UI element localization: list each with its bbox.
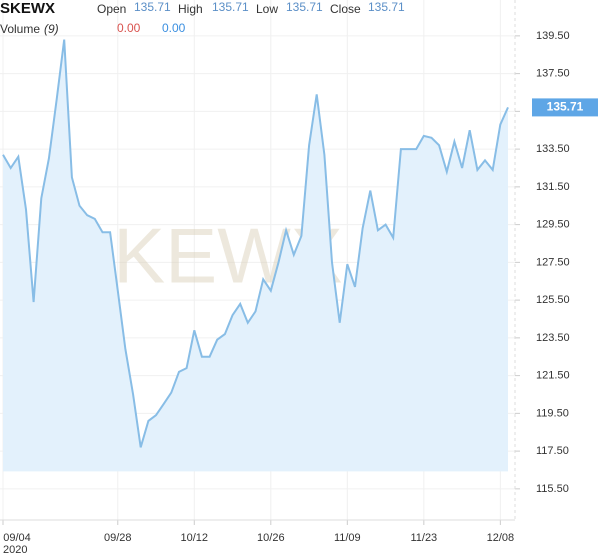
- y-tick-label: 133.50: [536, 143, 570, 155]
- x-tick-label: 11/09: [334, 532, 361, 544]
- y-tick-label: 131.50: [536, 181, 570, 193]
- y-tick-label: 121.50: [536, 370, 570, 382]
- open-value: 135.71: [134, 0, 171, 14]
- y-tick-label: 123.50: [536, 332, 570, 344]
- y-tick-label: 119.50: [536, 407, 569, 419]
- x-tick-label: 09/28: [104, 532, 132, 544]
- price-line: [2, 39, 509, 448]
- x-tick-label: 10/26: [257, 532, 285, 544]
- open-label: Open: [97, 2, 127, 16]
- area-fill: [3, 39, 508, 472]
- volume-period: (9): [44, 22, 59, 36]
- y-tick-label: 125.50: [536, 294, 570, 306]
- last-price-tag: [532, 98, 598, 117]
- y-tick-label: 127.50: [536, 256, 570, 268]
- x-tick-label: 09/04: [3, 532, 31, 544]
- volume-value: 0.00: [117, 21, 141, 35]
- year-label: 2020: [3, 544, 27, 556]
- y-tick-label: 139.50: [536, 30, 570, 42]
- y-tick-label: 137.50: [536, 68, 570, 80]
- x-tick-label: 11/23: [410, 532, 437, 544]
- y-tick-label: 129.50: [536, 219, 570, 231]
- volume-value: 0.00: [162, 21, 186, 35]
- x-tick-label: 10/12: [181, 532, 209, 544]
- x-tick-label: 12/08: [487, 532, 515, 544]
- volume-label: Volume: [0, 22, 41, 36]
- y-tick-label: 115.50: [536, 483, 569, 495]
- y-tick-label: 117.50: [536, 445, 569, 457]
- last-price-label: 135.71: [547, 100, 584, 114]
- close-value: 135.71: [368, 0, 405, 14]
- high-label: High: [178, 2, 203, 16]
- close-label: Close: [330, 2, 361, 16]
- low-label: Low: [256, 2, 279, 16]
- high-value: 135.71: [212, 0, 249, 14]
- symbol: SKEWX: [0, 0, 56, 17]
- low-value: 135.71: [286, 0, 323, 14]
